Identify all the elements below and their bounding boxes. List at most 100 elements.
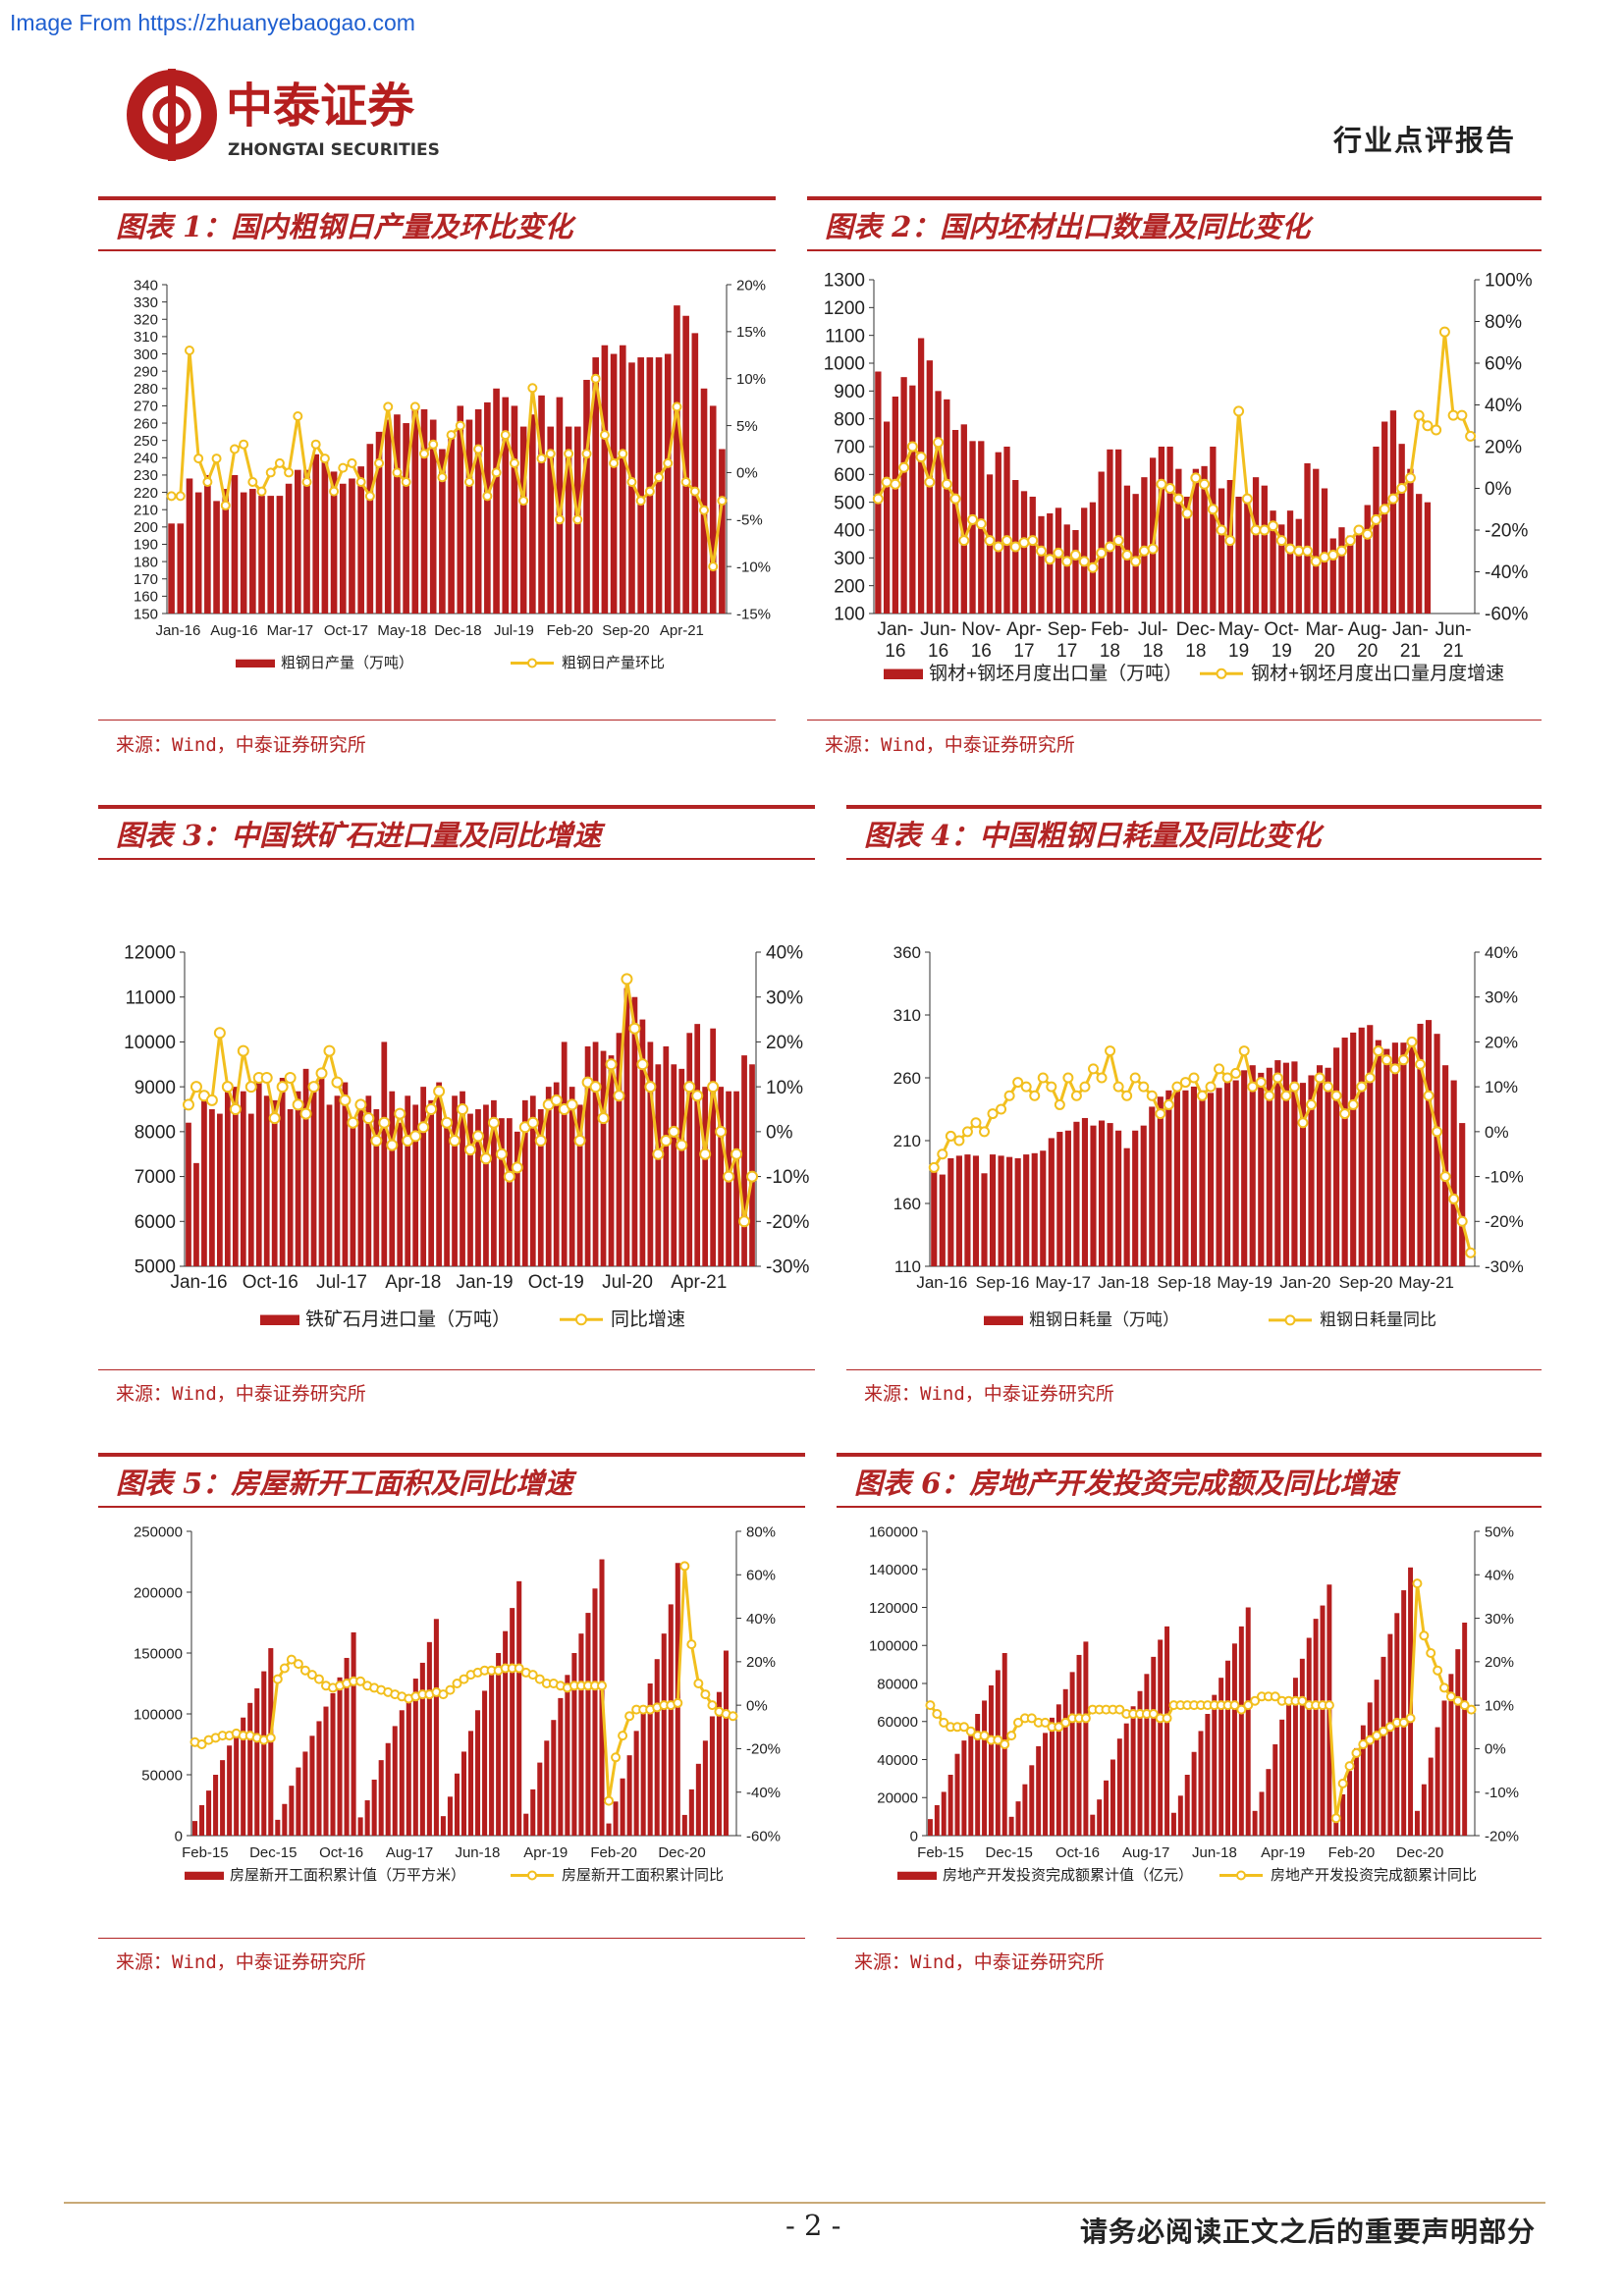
bar	[222, 489, 230, 614]
bar	[1158, 1639, 1164, 1836]
line-point	[196, 1739, 207, 1749]
chart-title: 图表 4：中国粗钢日耗量及同比变化	[864, 819, 1322, 852]
line-point	[881, 476, 893, 488]
x-tick-label: 20	[1314, 641, 1334, 662]
bar	[1373, 447, 1380, 614]
line-point	[611, 1752, 622, 1763]
bar	[709, 405, 717, 614]
line-point	[1121, 550, 1133, 561]
legend-label-line: 房地产开发投资完成额累计同比	[1271, 1867, 1477, 1884]
legend-bar-swatch	[185, 1871, 224, 1880]
y-tick-label: 250	[134, 433, 158, 450]
y-tick-label: 360	[893, 943, 921, 962]
line-point	[1061, 556, 1073, 567]
line-point	[925, 1700, 936, 1711]
bar	[516, 1580, 522, 1836]
line-point	[386, 1139, 399, 1151]
x-tick-label: Jul-20	[602, 1272, 653, 1293]
bar	[592, 1588, 598, 1836]
line-point	[1351, 1747, 1362, 1758]
line-point	[1247, 1081, 1259, 1093]
watermark-link[interactable]: Image From https://zhuanyebaogao.com	[10, 10, 415, 35]
bar	[467, 1113, 473, 1266]
bar	[420, 1087, 427, 1266]
legend-bar-swatch	[884, 668, 923, 679]
bar	[678, 1068, 685, 1266]
x-tick-label: Mar-17	[267, 622, 314, 639]
y-tick-label: 220	[134, 485, 158, 502]
bar	[514, 1131, 520, 1266]
line-point	[1275, 535, 1287, 547]
bar	[399, 1710, 405, 1836]
y-tick-label: 500	[834, 493, 865, 513]
line-point	[717, 496, 728, 507]
bar	[1008, 1816, 1014, 1836]
line-point	[293, 1659, 303, 1670]
line-point	[1044, 554, 1056, 565]
bar	[633, 1731, 639, 1836]
line-point	[1104, 541, 1115, 553]
bar	[1003, 447, 1010, 614]
line-point	[1243, 1700, 1254, 1711]
line-point	[495, 1148, 508, 1160]
line-point	[354, 1098, 367, 1111]
x-tick-label: Aug-17	[1122, 1844, 1169, 1861]
bar	[964, 1154, 971, 1266]
bar	[995, 1670, 1001, 1836]
bar	[475, 1710, 481, 1836]
line-point	[355, 1676, 366, 1686]
bar	[1224, 1080, 1231, 1266]
line-point	[205, 1094, 218, 1106]
bar	[1038, 515, 1045, 614]
bar	[1036, 1745, 1042, 1836]
line-point	[949, 493, 961, 505]
bar	[1416, 494, 1423, 614]
line-point	[319, 454, 330, 464]
line-point	[401, 477, 411, 487]
bar	[206, 1790, 212, 1836]
y2-tick-label: 40%	[1485, 396, 1522, 416]
bar	[892, 397, 899, 614]
line-point	[247, 477, 258, 487]
line-point	[1190, 472, 1202, 484]
bar	[330, 471, 338, 614]
bar	[426, 1641, 432, 1836]
line-point	[1224, 535, 1236, 547]
line-point	[731, 1148, 743, 1160]
line-point	[550, 1094, 563, 1106]
x-tick-label: Apr-19	[523, 1844, 568, 1861]
chart-source: 来源：Wind，中泰证券研究所	[864, 1383, 1114, 1405]
bar	[1347, 535, 1354, 614]
line-point	[1264, 1090, 1275, 1101]
x-tick-label: 18	[1143, 641, 1164, 662]
line-point	[1423, 1090, 1435, 1101]
line-point	[437, 472, 448, 483]
line-point	[536, 454, 547, 464]
y2-tick-label: 0%	[746, 1697, 768, 1714]
chart-5: 0 50000 100000 150000 200000 250000 -60% -40% -2…	[134, 1523, 781, 1884]
bar	[429, 419, 437, 614]
line-point	[1096, 547, 1108, 559]
x-tick-label: Sep-	[1048, 619, 1087, 640]
line-point	[589, 1081, 602, 1094]
line-point	[1233, 405, 1245, 417]
y2-tick-label: -40%	[1485, 562, 1528, 583]
y2-tick-label: 20%	[736, 277, 766, 294]
line-point	[292, 1098, 304, 1111]
bar	[1130, 1706, 1136, 1836]
line-point	[604, 1795, 615, 1806]
bar	[1355, 532, 1363, 614]
line-point	[1255, 1077, 1267, 1089]
bar	[1123, 485, 1131, 614]
bar	[988, 1684, 994, 1836]
line-point	[370, 1135, 383, 1147]
line-point	[1302, 545, 1314, 557]
bar	[420, 408, 428, 614]
line-point	[953, 1135, 965, 1147]
legend-label-line: 粗钢日耗量同比	[1320, 1310, 1436, 1329]
line-point	[1259, 524, 1271, 536]
bar	[351, 1631, 356, 1836]
x-tick-label: Oct-16	[1056, 1844, 1100, 1861]
line-point	[193, 454, 204, 464]
bar	[1090, 1125, 1097, 1266]
